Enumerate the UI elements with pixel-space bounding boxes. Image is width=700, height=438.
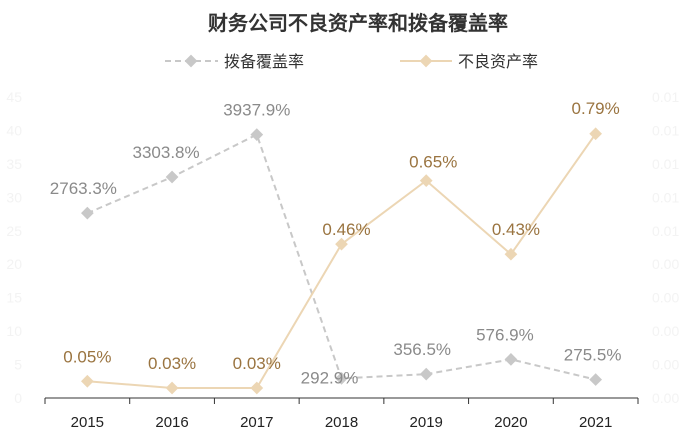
point-coverage-2020 bbox=[504, 353, 518, 366]
data-label-coverage-2017: 3937.9% bbox=[223, 101, 290, 120]
y-tick-label-left: 25 bbox=[6, 223, 22, 239]
x-tick-label-2015: 2015 bbox=[71, 414, 104, 431]
data-label-npl-2018: 0.46% bbox=[322, 220, 370, 239]
data-label-coverage-2016: 3303.8% bbox=[133, 143, 200, 162]
data-label-npl-2017: 0.03% bbox=[233, 354, 281, 373]
point-coverage-2019 bbox=[419, 367, 433, 381]
point-npl-2016 bbox=[165, 381, 179, 395]
y-axis-right: 0.00 0.00 0.00 0.00 0.00 0.01 0.01 0.01 0.01 0.01 bbox=[652, 89, 679, 406]
data-label-coverage-2015: 2763.3% bbox=[50, 179, 117, 198]
y-tick-label-right: 0.00 bbox=[652, 290, 679, 306]
legend-marker-coverage bbox=[184, 54, 198, 68]
x-axis: 2015 2016 2017 2018 2019 2020 2021 bbox=[44, 398, 639, 431]
y-tick-label-right: 0.01 bbox=[652, 189, 679, 205]
data-label-npl-2021: 0.79% bbox=[572, 99, 620, 118]
y-axis-left: 0 5 10 15 20 25 30 35 40 45 bbox=[6, 89, 22, 406]
data-label-npl-2016: 0.03% bbox=[148, 354, 196, 373]
data-label-coverage-2020: 576.9% bbox=[476, 325, 534, 344]
point-coverage-2021 bbox=[589, 373, 603, 386]
data-label-coverage-2018: 292.9% bbox=[301, 368, 359, 387]
y-tick-label-right: 0.01 bbox=[652, 122, 679, 138]
y-tick-label-right: 0.00 bbox=[652, 357, 679, 373]
y-tick-label-left: 20 bbox=[6, 256, 22, 272]
point-coverage-2017 bbox=[250, 128, 264, 141]
y-tick-label-right: 0.01 bbox=[652, 89, 679, 105]
data-label-npl-2020: 0.43% bbox=[492, 220, 540, 239]
x-tick-label-2019: 2019 bbox=[410, 414, 443, 431]
x-tick-label-2021: 2021 bbox=[579, 414, 612, 431]
y-tick-label-left: 35 bbox=[6, 156, 22, 172]
y-tick-label-right: 0.00 bbox=[652, 390, 679, 406]
point-npl-2019 bbox=[419, 174, 433, 187]
legend-label-coverage: 拨备覆盖率 bbox=[224, 52, 304, 71]
data-label-coverage-2021: 275.5% bbox=[564, 346, 622, 365]
legend: 拨备覆盖率 不良资产率 bbox=[165, 52, 538, 71]
y-tick-label-left: 15 bbox=[6, 290, 22, 306]
legend-marker-npl bbox=[419, 54, 433, 68]
y-tick-label-left: 0 bbox=[14, 390, 22, 406]
legend-item-npl: 不良资产率 bbox=[400, 52, 538, 71]
y-tick-label-left: 10 bbox=[6, 323, 22, 339]
point-npl-2015 bbox=[80, 374, 94, 388]
legend-item-coverage: 拨备覆盖率 bbox=[165, 52, 304, 71]
point-npl-2020 bbox=[504, 247, 518, 261]
point-npl-2017 bbox=[250, 381, 264, 395]
y-tick-label-left: 30 bbox=[6, 189, 22, 205]
x-tick-label-2020: 2020 bbox=[494, 414, 527, 431]
x-tick-label-2018: 2018 bbox=[325, 414, 358, 431]
point-npl-2021 bbox=[589, 127, 603, 141]
y-tick-label-right: 0.01 bbox=[652, 156, 679, 172]
y-tick-label-left: 5 bbox=[14, 357, 22, 373]
point-coverage-2018 bbox=[335, 372, 348, 385]
chart-title: 财务公司不良资产率和拨备覆盖率 bbox=[208, 11, 508, 35]
series-npl: 0.05% 0.03% 0.03% 0.46% 0.65% 0.43% 0.79% bbox=[63, 99, 620, 395]
y-tick-label-left: 40 bbox=[6, 122, 22, 138]
series-line-npl bbox=[87, 133, 597, 389]
point-npl-2018 bbox=[335, 237, 348, 251]
data-label-npl-2019: 0.65% bbox=[409, 153, 457, 172]
legend-label-npl: 不良资产率 bbox=[458, 52, 538, 71]
point-coverage-2016 bbox=[165, 170, 179, 184]
y-tick-label-right: 0.00 bbox=[652, 256, 679, 272]
y-tick-label-right: 0.00 bbox=[652, 323, 679, 339]
x-tick-label-2016: 2016 bbox=[155, 414, 188, 431]
x-tick-label-2017: 2017 bbox=[240, 414, 273, 431]
data-label-npl-2015: 0.05% bbox=[63, 347, 111, 366]
y-tick-label-left: 45 bbox=[6, 89, 22, 105]
series-coverage: 2763.3% 3303.8% 3937.9% 292.9% 356.5% 576.9% 2… bbox=[50, 101, 622, 388]
data-label-coverage-2019: 356.5% bbox=[393, 340, 451, 359]
y-tick-label-right: 0.01 bbox=[652, 223, 679, 239]
point-coverage-2015 bbox=[80, 206, 94, 220]
